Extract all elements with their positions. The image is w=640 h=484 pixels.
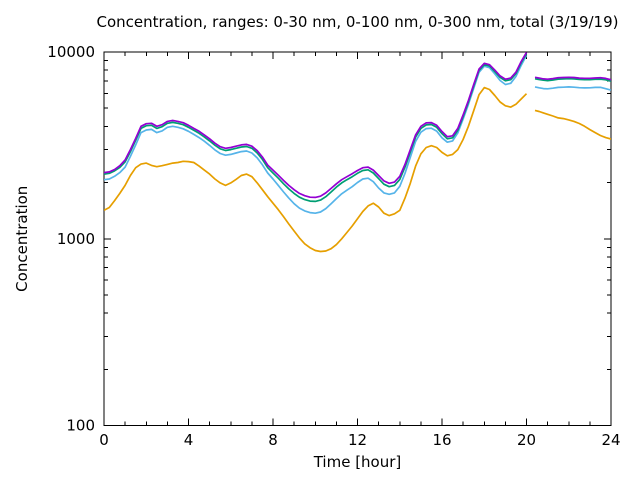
x-tick-label: 24: [601, 431, 620, 449]
x-tick-label: 8: [268, 431, 278, 449]
y-tick-label: 100: [66, 417, 95, 435]
series-line-0-100-nm: [104, 54, 528, 215]
series-layer: [104, 52, 611, 253]
x-tick-label: 16: [432, 431, 451, 449]
chart-title: Concentration, ranges: 0-30 nm, 0-100 nm…: [97, 13, 619, 31]
x-tick-label: 0: [99, 431, 109, 449]
series-line-0-300-nm: [104, 53, 528, 203]
series-line-total: [104, 52, 528, 199]
y-tick-label: 1000: [57, 230, 95, 248]
series-line-0-30-nm: [104, 86, 528, 253]
plot-border: [103, 51, 612, 426]
x-tick-label: 12: [348, 431, 367, 449]
series-line-total: [534, 76, 611, 81]
x-tick-label: 4: [184, 431, 194, 449]
x-tick-label: 20: [517, 431, 536, 449]
series-line-0-300-nm: [534, 77, 611, 83]
series-line-0-100-nm: [534, 86, 611, 91]
x-axis-label: Time [hour]: [313, 453, 402, 471]
y-tick-label: 10000: [47, 43, 95, 61]
series-line-0-30-nm: [534, 109, 611, 140]
y-axis-label: Concentration: [13, 186, 31, 292]
